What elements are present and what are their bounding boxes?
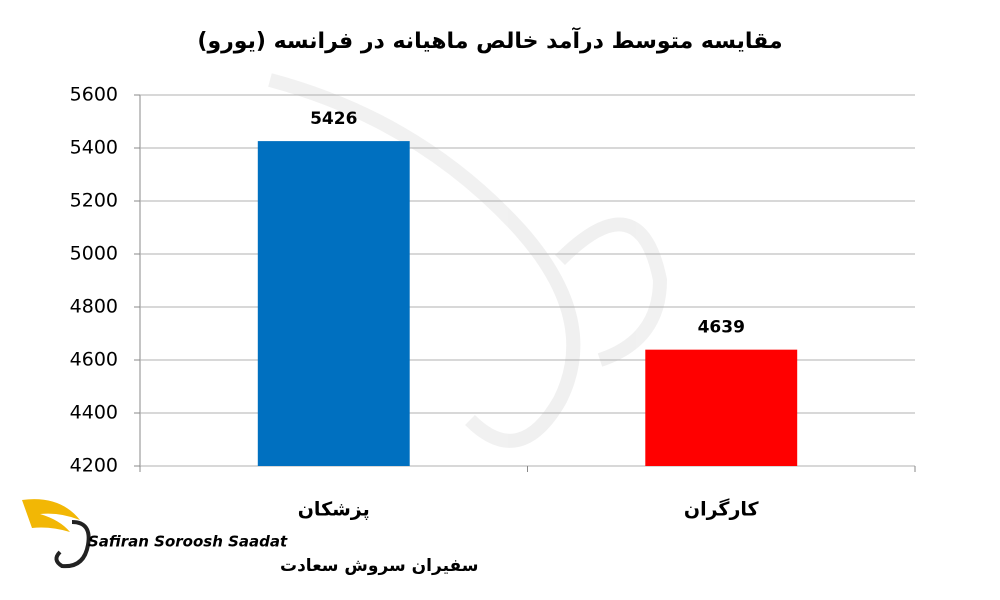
x-tick-label: پزشکان [298,499,370,521]
y-tick-label: 4200 [70,455,118,477]
logo-wing [22,499,80,532]
y-tick-label: 5400 [70,137,118,159]
watermark-swirl [555,217,668,367]
y-tick-label: 5600 [70,84,118,106]
bar [645,349,798,466]
logo-s [54,520,91,569]
x-tick-label: کارگران [684,498,760,521]
y-tick-label: 4800 [70,296,118,318]
y-tick-label: 4600 [70,349,118,371]
watermark [268,73,668,448]
logo-text-en: Safiran Soroosh Saadat [88,533,288,551]
logo: Safiran Soroosh Saadat سفیران سروش سعادت [22,499,478,576]
y-tick-label: 5200 [70,190,118,212]
chart-title: مقایسه متوسط درآمد خالص ماهیانه در فرانس… [197,26,782,54]
logo-text-fa: سفیران سروش سعادت [280,556,478,576]
y-tick-label: 5000 [70,243,118,265]
watermark-swirl [268,73,581,448]
data-label: 4639 [698,318,745,338]
data-label: 5426 [310,109,357,129]
bar [257,141,410,467]
y-tick-label: 4400 [70,402,118,424]
